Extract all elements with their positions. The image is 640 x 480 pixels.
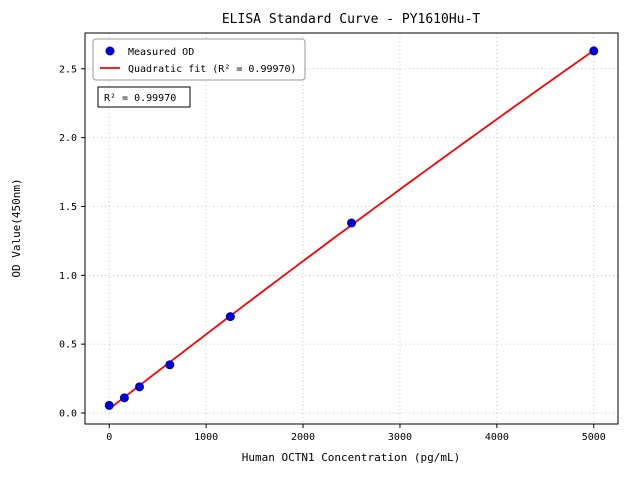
y-tick-label: 2.0 xyxy=(59,133,77,144)
data-point xyxy=(104,400,114,410)
plot-border xyxy=(84,32,619,425)
x-tick-label: 2000 xyxy=(291,432,315,443)
data-point xyxy=(225,312,235,322)
x-tick-label: 5000 xyxy=(582,432,606,443)
y-tick-label: 1.5 xyxy=(59,202,77,213)
legend-marker-measured-od-icon xyxy=(105,46,115,56)
legend: Measured OD Quadratic fit (R² = 0.99970) xyxy=(92,38,306,81)
y-tick-label: 0.5 xyxy=(59,340,77,351)
y-axis-label: OD Value(450nm) xyxy=(10,178,23,277)
y-tick-label: 1.0 xyxy=(59,271,77,282)
data-point xyxy=(165,360,175,370)
legend-frame xyxy=(92,38,306,81)
data-point xyxy=(347,218,356,228)
data-point xyxy=(119,393,129,403)
plot-series xyxy=(104,46,599,410)
x-tick-label: 4000 xyxy=(485,432,509,443)
legend-label-quadratic-fit: Quadratic fit (R² = 0.99970) xyxy=(128,64,297,75)
chart-title: ELISA Standard Curve - PY1610Hu-T xyxy=(222,12,480,27)
x-tick-label: 0 xyxy=(106,432,112,443)
y-tick-label: 0.0 xyxy=(59,408,77,419)
annotation-text: R² = 0.99970 xyxy=(104,93,176,104)
x-tick-label: 1000 xyxy=(194,432,218,443)
data-point xyxy=(589,46,599,56)
r-squared-annotation: R² = 0.99970 xyxy=(97,86,191,108)
data-point xyxy=(135,382,145,392)
legend-label-measured-od: Measured OD xyxy=(128,47,194,58)
x-axis-label: Human OCTN1 Concentration (pg/mL) xyxy=(242,451,461,464)
x-tick-label: 3000 xyxy=(388,432,412,443)
annotation-frame xyxy=(97,86,191,108)
y-tick-label: 2.5 xyxy=(59,64,77,75)
axes: 0 1000 2000 3000 4000 5000 0.0 0.5 1.0 1.5 2.0 2.5 xyxy=(59,32,619,443)
